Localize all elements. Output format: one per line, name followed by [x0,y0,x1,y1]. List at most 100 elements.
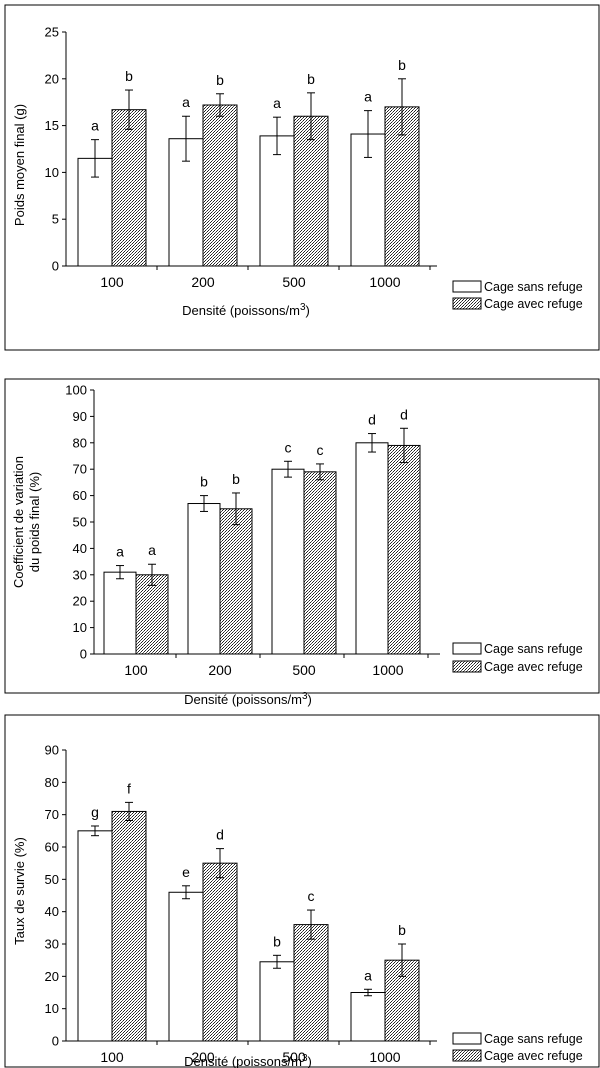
panel-3-significance-letter: g [91,804,99,820]
panel-2-significance-letter: d [400,406,408,422]
panel-2-x-tick-label: 500 [292,662,316,678]
panel-3-significance-letter: e [182,864,190,880]
panel-3-x-tick-label: 500 [282,1049,306,1065]
panel-1-x-tick-label: 500 [282,274,306,290]
panel-3-y-tick-label: 80 [45,775,59,790]
panel-2-bar-hatched-1000 [387,444,421,655]
panel-3-y-tick-label: 0 [52,1034,59,1049]
panel-3-x-tick-label: 200 [191,1049,215,1065]
panel-2-y-tick-label: 30 [73,567,87,582]
panel-1-bar-hatched-100 [111,109,147,267]
panel-3: Taux de survie (%) 0 10 20 30 40 50 60 70 80 90 g f… [4,714,600,1068]
panel-3-y-tick-label: 60 [45,840,59,855]
panel-1-bar-hatched-200 [202,104,238,267]
panel-2-bar-hatched-100 [135,574,169,655]
panel-2-y-tick-label: 20 [73,594,87,609]
panel-3-y-tick-label: 90 [45,743,59,758]
panel-1-y-tick-label: 0 [52,259,59,274]
panel-2-x-tick-label: 100 [124,662,148,678]
panel-3-significance-letter: c [308,888,315,904]
panel-2-legend: Cage sans refuge Cage avec refuge [452,642,583,674]
panel-2-y-tick-label: 70 [73,462,87,477]
panel-1-legend-swatch-hatched [452,297,482,310]
panel-2-y-tick-label: 40 [73,541,87,556]
panel-1-x-tick-label: 100 [100,274,124,290]
panel-1-x-axis-title: Densité (poissons/m3) [182,302,310,318]
panel-1-significance-letter: a [182,94,190,110]
panel-1-significance-letter: a [364,89,372,105]
panel-2-x-tick-label: 1000 [372,662,403,678]
panel-3-significance-letter: d [216,827,224,843]
panel-3-bar-hatched-500 [293,924,329,1042]
panel-3-y-tick-label: 40 [45,904,59,919]
panel-1-y-tick-label: 5 [52,212,59,227]
panel-3-significance-letter: a [364,967,372,983]
panel-3-bar-hatched-100 [111,810,147,1042]
panel-2-y-tick-label: 60 [73,488,87,503]
panel-1-bar-open-500 [259,135,295,267]
panel-3-bar-open-1000 [350,992,386,1042]
panel-3-y-tick-label: 70 [45,807,59,822]
panel-2-y-tick-label: 50 [73,515,87,530]
panel-1-legend: Cage sans refuge Cage avec refuge [452,280,583,311]
panel-2: Coefficient de variation du poids final … [4,378,600,707]
panel-2-significance-letter: b [232,471,240,487]
panel-3-x-axis-title: Densité (poissons/m3) [184,1053,312,1068]
panel-2-x-axis-title: Densité (poissons/m3) [184,691,312,707]
panel-3-legend-label-open: Cage sans refuge [484,1032,583,1046]
panel-2-y-axis-title-line-1: Coefficient de variation [11,456,26,588]
panel-3-x-tick-label: 100 [100,1049,124,1065]
panel-1-significance-letter: a [91,118,99,134]
panel-1-plot: 0 5 10 15 20 25 a b 100 a b 200 a b 500 a b 1000 [45,25,431,290]
panel-1: Poids moyen final (g) 0 5 10 15 20 25 a b 100 a b 2… [4,4,600,351]
panel-2-significance-letter: b [200,474,208,490]
panel-1-y-tick-label: 20 [45,71,59,86]
panel-3-bar-open-500 [259,961,295,1042]
panel-1-x-tick-label: 200 [191,274,215,290]
panel-3-legend-label-hatched: Cage avec refuge [484,1049,583,1063]
panel-3-y-tick-label: 10 [45,1001,59,1016]
panel-2-significance-letter: c [285,439,292,455]
panel-3-legend-swatch-hatched [452,1049,482,1062]
panel-2-legend-swatch-hatched [452,660,482,673]
panel-1-significance-letter: b [125,68,133,84]
panel-2-x-tick-label: 200 [208,662,232,678]
panel-1-x-tick-label: 1000 [369,274,400,290]
panel-1-significance-letter: a [273,95,281,111]
panel-3-y-tick-label: 30 [45,937,59,952]
panel-1-legend-label-hatched: Cage avec refuge [484,297,583,311]
panel-3-y-tick-label: 50 [45,872,59,887]
panel-2-bar-hatched-500 [303,471,337,655]
panel-1-y-tick-label: 25 [45,25,59,40]
panel-3-y-tick-label: 20 [45,969,59,984]
panel-2-significance-letter: a [116,544,124,560]
panel-1-y-axis-title: Poids moyen final (g) [12,104,27,226]
panel-1-significance-letter: b [398,57,406,73]
panel-2-bar-open-200 [187,503,221,655]
panel-3-bar-hatched-200 [202,862,238,1042]
panel-3-significance-letter: b [273,933,281,949]
panel-2-y-tick-label: 0 [80,647,87,662]
panel-3-y-axis-title: Taux de survie (%) [12,837,27,945]
panel-2-y-axis-title-line-2: du poids final (%) [27,472,42,572]
panel-2-legend-label-open: Cage sans refuge [484,642,583,656]
panel-1-legend-label-open: Cage sans refuge [484,280,583,294]
panel-3-significance-letter: b [398,922,406,938]
panel-1-y-tick-label: 15 [45,118,59,133]
panel-2-legend-label-hatched: Cage avec refuge [484,660,583,674]
panel-2-bar-open-1000 [355,442,389,655]
panel-2-significance-letter: a [148,542,156,558]
panel-1-y-tick-label: 10 [45,165,59,180]
panel-3-x-tick-label: 1000 [369,1049,400,1065]
panel-1-significance-letter: b [307,71,315,87]
panel-1-bar-hatched-500 [293,115,329,267]
panel-2-y-tick-label: 80 [73,435,87,450]
panel-2-y-tick-label: 90 [73,409,87,424]
panel-2-bar-hatched-200 [219,508,253,655]
panel-3-legend: Cage sans refuge Cage avec refuge [452,1032,583,1063]
panel-3-plot: 0 10 20 30 40 50 60 70 80 90 g f 100 e d 200 b c 500 a b 1000 [45,743,431,1065]
panel-3-bar-open-100 [77,830,113,1042]
panel-2-bar-open-100 [103,571,137,655]
